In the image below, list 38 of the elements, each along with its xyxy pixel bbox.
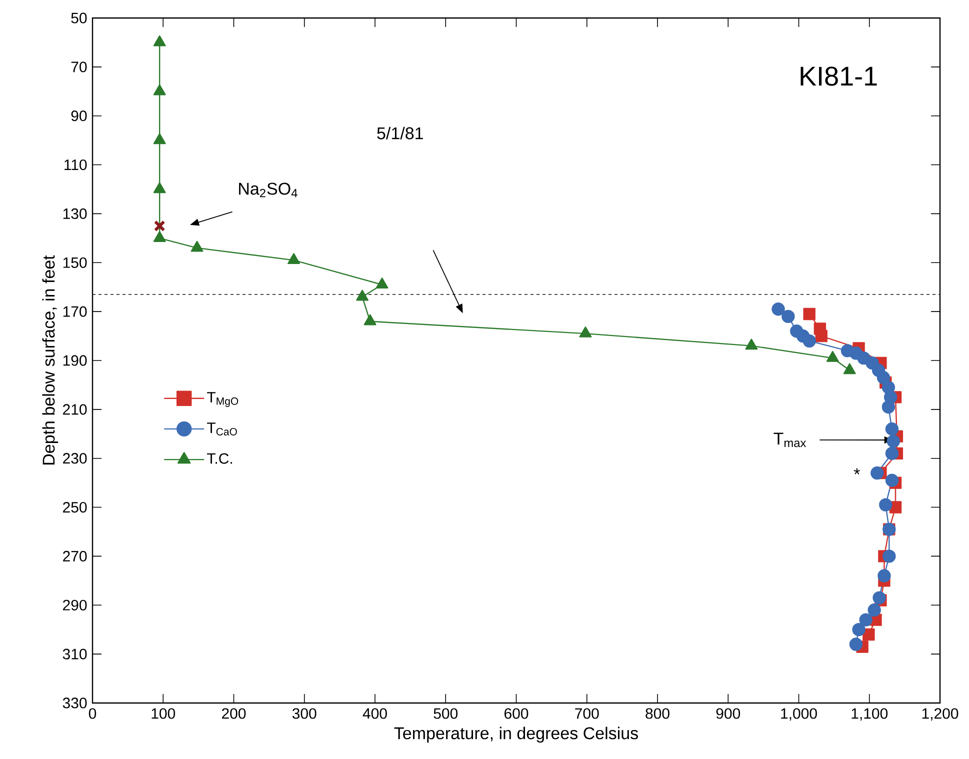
x-tick-label: 400: [362, 708, 387, 719]
y-tick-label: 290: [63, 600, 87, 610]
y-tick-label: 190: [63, 355, 87, 366]
x-tick-label: 100: [152, 708, 176, 719]
annotation: 5/1/81: [377, 126, 423, 140]
y-tick-label: 170: [63, 306, 87, 317]
y-tick-label: 150: [63, 257, 87, 268]
y-tick-label: 270: [63, 550, 87, 562]
x-tick-label: 200: [222, 708, 246, 719]
x-tick-label: 900: [716, 708, 740, 719]
x-axis-title: Temperature, in degrees Celsius: [394, 726, 638, 743]
y-tick-label: 230: [63, 453, 87, 464]
x-tick-label: 300: [292, 708, 316, 719]
x-tick-label: 500: [434, 708, 458, 719]
y-tick-label: 50: [71, 12, 87, 24]
x-tick-label: 1,100: [852, 708, 888, 721]
y-tick-label: 330: [62, 698, 87, 708]
annotation: Na$_{2}$SO$_{4}$: [239, 182, 298, 198]
x-tick-label: 1,200: [922, 708, 958, 721]
legend-label: T.C.: [207, 453, 232, 464]
x-tick-label: 600: [504, 708, 528, 719]
y-tick-label: 130: [63, 208, 87, 220]
y-tick-label: 70: [71, 62, 87, 72]
x-tick-label: 800: [646, 708, 670, 719]
y-axis-title: Depth below surface, in feet: [42, 255, 58, 464]
y-tick-label: 90: [71, 110, 87, 122]
legend-label: T$_{MgO}$: [207, 392, 238, 407]
y-tick-label: 250: [63, 502, 87, 513]
y-tick-label: 310: [62, 648, 87, 660]
x-tick-label: 1,000: [781, 708, 817, 721]
text: KI81-1: [800, 66, 877, 86]
annotation: *: [854, 468, 860, 474]
y-tick-label: 210: [63, 404, 87, 415]
annotation: T$_{max}$: [774, 432, 806, 448]
y-tick-label: 110: [64, 159, 87, 170]
x-tick-label: 0: [88, 708, 96, 719]
legend-label: T$_{CaO}$: [207, 422, 237, 436]
x-tick-label: 700: [575, 708, 599, 719]
